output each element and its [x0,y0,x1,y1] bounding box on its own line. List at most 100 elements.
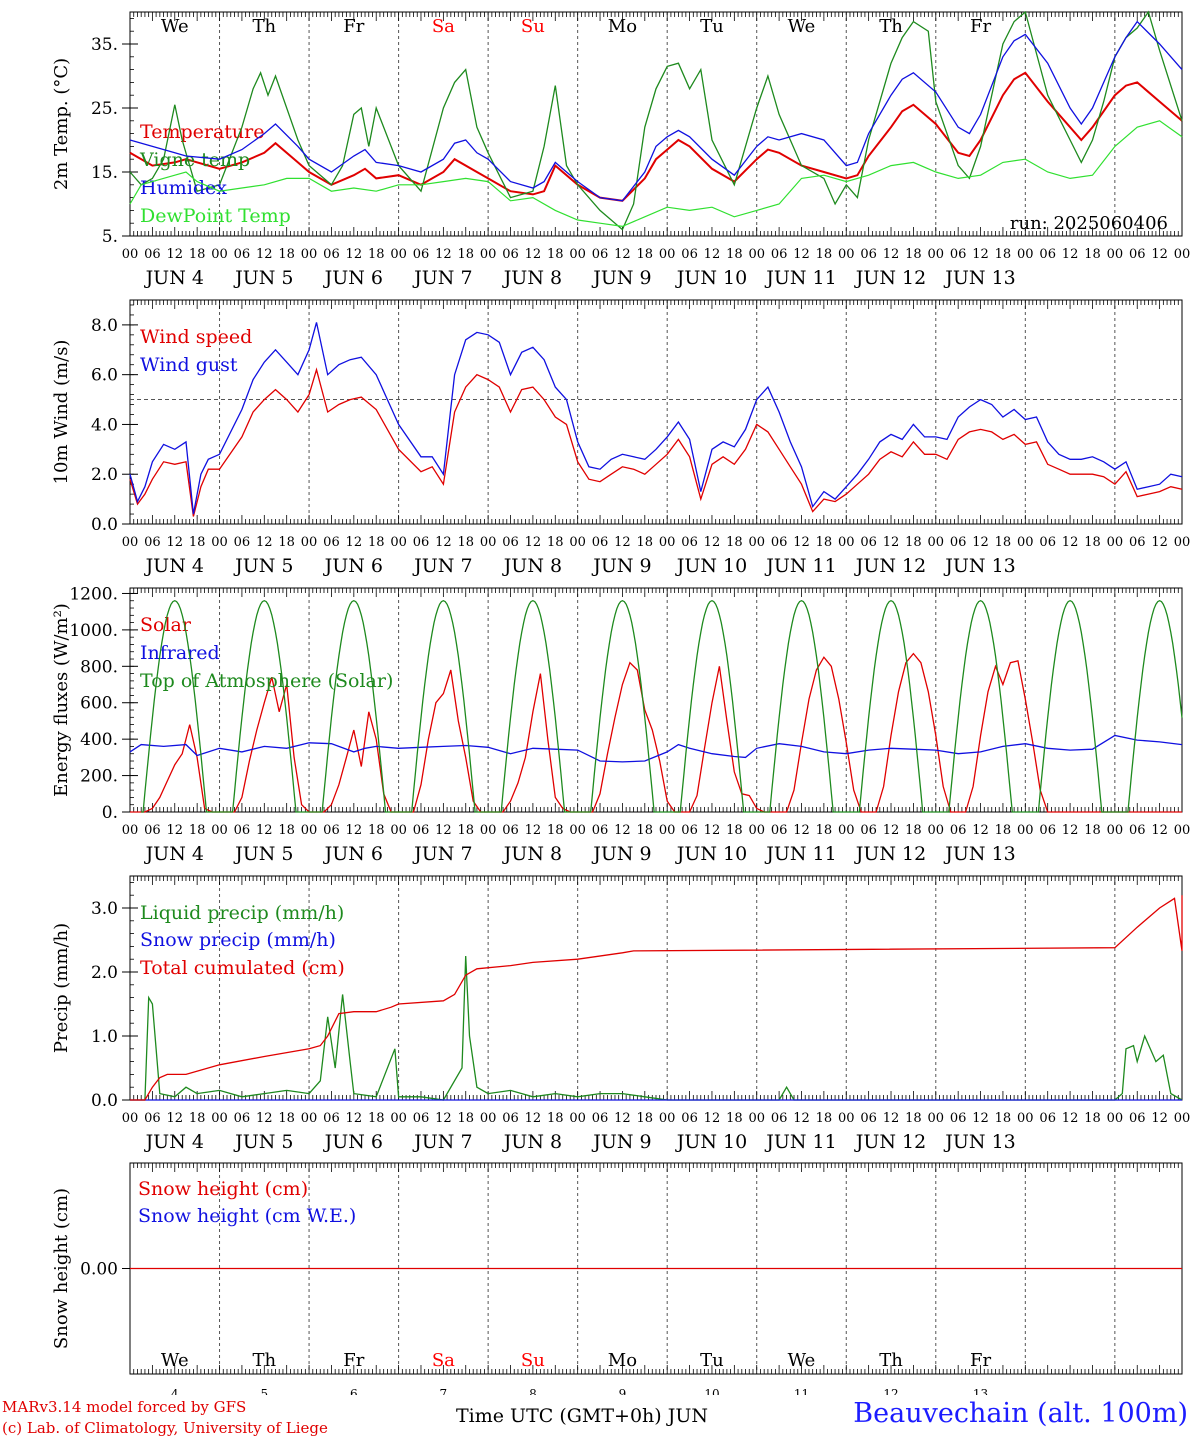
hour-tick-label: 18 [726,535,743,550]
hour-tick-label: 18 [547,823,564,838]
legend-entry: DewPoint Temp [140,205,291,227]
hour-tick-label: 06 [860,823,877,838]
hour-tick-label: 18 [816,535,833,550]
weekday-label: We [161,1350,189,1371]
hour-tick-label: 12 [256,247,273,262]
panel-frame [129,11,1183,237]
date-label: JUN 8 [502,843,562,865]
y-tick-label: 25. [91,99,118,119]
hour-tick-label: 06 [413,247,430,262]
weekday-label: Mo [608,1350,637,1371]
y-tick-label: 1.0 [91,1027,118,1047]
hour-tick-label: 06 [1129,1111,1146,1126]
date-label: JUN 6 [323,1131,383,1153]
date-label: JUN 5 [233,267,293,289]
hour-tick-label: 12 [346,535,363,550]
y-tick-label: 4.0 [91,415,118,435]
hour-tick-label: 12 [525,247,542,262]
date-label: JUN 10 [675,843,747,865]
hour-tick-label: 06 [950,1111,967,1126]
hour-tick-label: 00 [838,535,855,550]
date-label: JUN 6 [323,843,383,865]
hour-tick-label: 06 [234,247,251,262]
hour-tick-label: 06 [502,1111,519,1126]
date-label: JUN 11 [764,1131,836,1153]
panel-2: 0. 200. 400. 600. 800. 1000. 1200.Energy fluxe… [51,584,1190,865]
date-label: JUN 5 [233,555,293,577]
run-label: run: 2025060406 [1010,213,1168,234]
hour-tick-label: 00 [480,1111,497,1126]
hour-tick-label: 00 [301,1111,318,1126]
weekday-label: Fr [970,16,991,37]
y-tick-label: 35. [91,35,118,55]
hour-tick-label: 06 [144,535,161,550]
y-tick-label: 600. [80,694,118,714]
hour-tick-label: 06 [502,247,519,262]
y-tick-label: 1200. [69,584,118,604]
panel-frame [129,299,1183,525]
hour-tick-label: 12 [166,823,183,838]
y-tick-label: 6.0 [91,366,118,386]
hour-tick-label: 12 [704,535,721,550]
legend-entry: Snow height (cm W.E.) [138,1205,356,1227]
y-axis-label: Precip (mm/h) [51,923,72,1053]
hour-tick-label: 06 [323,535,340,550]
weekday-label: Sa [432,16,455,37]
series-line-infrared [129,734,1183,763]
hour-tick-label: 06 [771,535,788,550]
hour-tick-label: 00 [748,535,765,550]
hour-tick-label: 18 [368,1111,385,1126]
hour-tick-label: 18 [547,1111,564,1126]
series-line-wind-speed [129,367,1183,517]
hour-tick-label: 06 [234,823,251,838]
y-tick-label: 3.0 [91,899,118,919]
hour-tick-label: 00 [301,247,318,262]
day-number: 8 [529,1387,537,1395]
series-line-solar [130,652,1182,813]
y-tick-label: 400. [80,730,118,750]
hour-tick-label: 18 [905,247,922,262]
hour-tick-label: 12 [793,535,810,550]
hour-tick-label: 00 [122,823,139,838]
y-tick-label: 0.0 [91,1091,118,1111]
legend-entry: Top of Atmosphere (Solar) [140,670,393,692]
hour-tick-label: 18 [905,823,922,838]
date-label: JUN 13 [943,555,1015,577]
hour-tick-label: 00 [1017,823,1034,838]
hour-tick-label: 18 [278,247,295,262]
hour-tick-label: 12 [614,247,631,262]
hour-tick-label: 00 [1017,247,1034,262]
hour-tick-label: 00 [659,823,676,838]
weekday-label: Fr [343,1350,364,1371]
hour-tick-label: 12 [435,1111,452,1126]
hour-tick-label: 00 [122,1111,139,1126]
hour-tick-label: 18 [637,823,654,838]
hour-tick-label: 06 [234,535,251,550]
copyright: (c) Lab. of Climatology, University of L… [2,1419,328,1437]
date-label: JUN 9 [591,555,651,577]
date-label: JUN 7 [412,555,472,577]
hour-tick-label: 12 [614,535,631,550]
hour-tick-label: 12 [793,247,810,262]
series-line-dewpoint-temp [129,120,1183,228]
hour-tick-label: 00 [569,823,586,838]
hour-tick-label: 06 [592,1111,609,1126]
hour-tick-label: 12 [793,823,810,838]
hour-tick-label: 18 [278,1111,295,1126]
panel-0: 5. 15. 25. 35. 2m Temp. (°C) We Th Fr Sa Su Mo Tu We… [51,10,1190,289]
day-number: 12 [883,1387,898,1395]
date-label: JUN 4 [144,555,204,577]
weekday-label: Mo [608,16,637,37]
hour-tick-label: 00 [748,247,765,262]
hour-tick-label: 06 [1039,823,1056,838]
hour-tick-label: 06 [950,823,967,838]
hour-tick-label: 18 [905,535,922,550]
date-label: JUN 7 [412,267,472,289]
hour-tick-label: 12 [1151,247,1168,262]
hour-tick-label: 00 [659,535,676,550]
hour-tick-label: 06 [1039,1111,1056,1126]
hour-tick-label: 18 [637,247,654,262]
legend-entry: Total cumulated (cm) [140,957,345,979]
weekday-label: We [161,16,189,37]
weekday-label: We [788,1350,816,1371]
